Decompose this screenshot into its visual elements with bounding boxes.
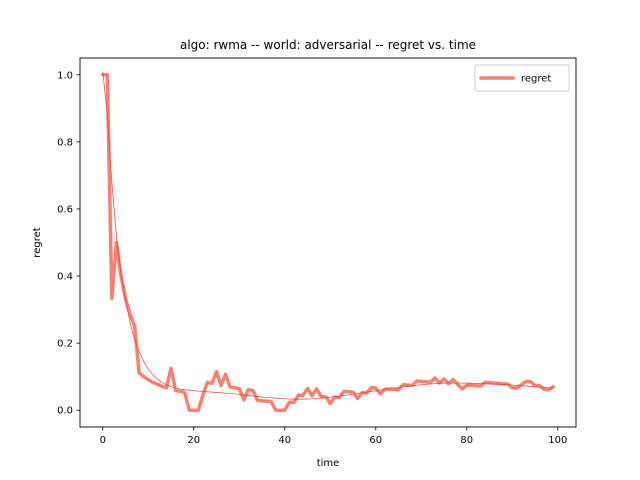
y-tick-label: 0.6	[57, 204, 73, 215]
legend: regret	[474, 64, 570, 92]
x-axis-label: time	[317, 458, 340, 469]
y-tick-label: 0.2	[57, 339, 73, 350]
regret-line	[101, 73, 555, 412]
trend-line	[102, 71, 554, 400]
y-tick-label: 0.0	[57, 406, 73, 417]
x-tick-label: 0	[100, 435, 106, 446]
y-tick-label: 0.8	[57, 137, 73, 148]
x-tick-label: 80	[460, 435, 473, 446]
y-tick-label: 1.0	[57, 70, 73, 81]
plot-frame	[79, 57, 577, 428]
y-axis-label: regret	[32, 227, 43, 257]
x-tick-label: 20	[187, 435, 200, 446]
chart-title: algo: rwma -- world: adversarial -- regr…	[180, 38, 476, 52]
x-tick-label: 40	[278, 435, 291, 446]
series-lines	[101, 71, 555, 412]
x-tick-label: 60	[369, 435, 382, 446]
legend-label-regret: regret	[521, 74, 551, 85]
x-tick-label: 100	[548, 435, 567, 446]
y-axis-ticks: 0.0 0.2 0.4 0.6 0.8 1.0	[57, 70, 80, 417]
plot-area	[80, 58, 576, 427]
x-axis-ticks: 0 20 40 60 80 100	[100, 427, 567, 446]
y-tick-label: 0.4	[57, 272, 73, 283]
legend-box	[474, 64, 570, 92]
